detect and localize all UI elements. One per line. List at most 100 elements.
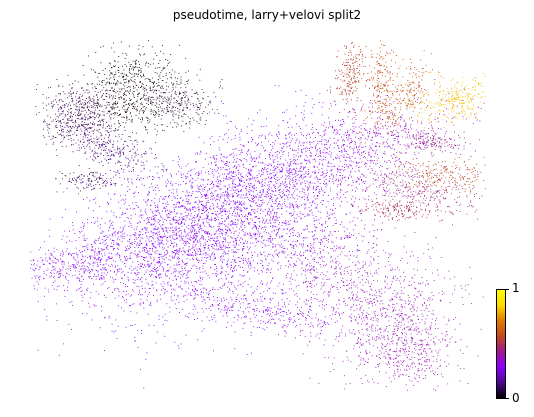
cell-point [108,315,110,317]
cell-point [157,227,159,229]
cell-point [93,304,95,306]
cell-point [240,190,242,192]
cell-point [97,270,99,272]
cell-point [138,243,140,245]
cell-point [64,290,65,291]
cell-point [281,213,283,215]
cell-point [260,135,262,137]
cell-point [206,191,208,193]
cell-point [113,240,115,241]
cell-point [184,211,186,213]
cell-point [235,243,237,245]
cell-point [150,274,152,276]
cell-point [165,203,167,205]
cell-point [212,212,214,214]
cell-point [194,241,195,243]
cell-point [163,197,164,199]
cell-point [321,167,323,169]
cell-point [198,206,200,208]
cell-point [229,168,231,170]
cell-point [217,186,218,188]
cell-point [277,161,279,163]
cell-point [295,173,297,174]
cell-point [156,331,158,333]
cell-point [176,213,177,215]
cell-point [180,167,182,169]
cell-point [192,259,194,260]
cell-point [352,182,354,183]
cell-point [104,281,106,282]
cell-point [213,141,215,143]
cell-point [281,222,283,224]
cell-point [84,255,86,257]
cell-point [316,207,318,209]
cell-point [199,268,200,270]
cell-point [212,251,214,253]
cell-point [184,282,186,284]
cell-point [34,275,36,277]
cell-point [410,124,412,125]
cell-point [270,158,271,160]
cell-point [307,189,309,191]
cell-point [153,218,155,220]
cell-point [322,173,324,175]
cell-point [343,156,345,158]
cell-point [208,202,210,203]
cell-point [280,170,282,171]
cell-point [379,146,380,148]
cell-point [355,132,357,134]
cell-point [246,160,248,162]
cell-point [200,196,202,198]
cell-point [173,264,175,266]
cell-point [310,155,312,157]
cell-point [165,275,167,277]
cell-point [259,190,261,192]
cell-point [65,268,67,270]
cell-point [315,172,316,174]
cell-point [277,179,279,181]
cell-point [289,158,291,160]
cell-point [254,251,256,253]
cell-point [250,214,252,215]
cell-point [361,161,363,163]
cell-point [203,187,205,188]
cell-point [220,197,222,199]
cell-point [74,264,76,266]
cell-point [93,241,95,242]
cell-point [143,257,145,258]
cell-point [264,150,265,152]
cell-point [232,310,234,311]
cell-point [97,217,99,219]
cell-point [211,253,213,254]
cell-point [228,210,230,212]
cell-point [212,289,214,290]
cell-point [300,128,301,130]
cell-point [378,116,380,118]
cell-point [173,203,175,205]
cell-point [235,288,237,290]
cell-point [250,183,252,185]
cell-point [265,137,267,139]
cell-point [141,285,143,287]
cell-point [426,105,428,107]
cell-point [306,225,308,226]
cell-point [318,185,319,187]
cell-point [295,170,297,172]
cell-point [325,186,327,188]
cell-point [101,269,103,271]
cell-point [76,262,78,264]
cell-point [182,288,184,290]
cell-point [146,263,148,265]
cell-point [208,294,210,296]
cell-point [247,218,248,220]
cell-point [183,301,185,303]
cell-point [369,131,370,132]
cell-point [111,256,113,258]
cell-point [252,139,254,141]
cell-point [354,112,356,114]
cell-point [220,180,221,182]
cell-point [445,130,447,132]
cell-point [164,254,166,256]
cell-point [337,145,339,147]
cell-point [239,196,241,198]
